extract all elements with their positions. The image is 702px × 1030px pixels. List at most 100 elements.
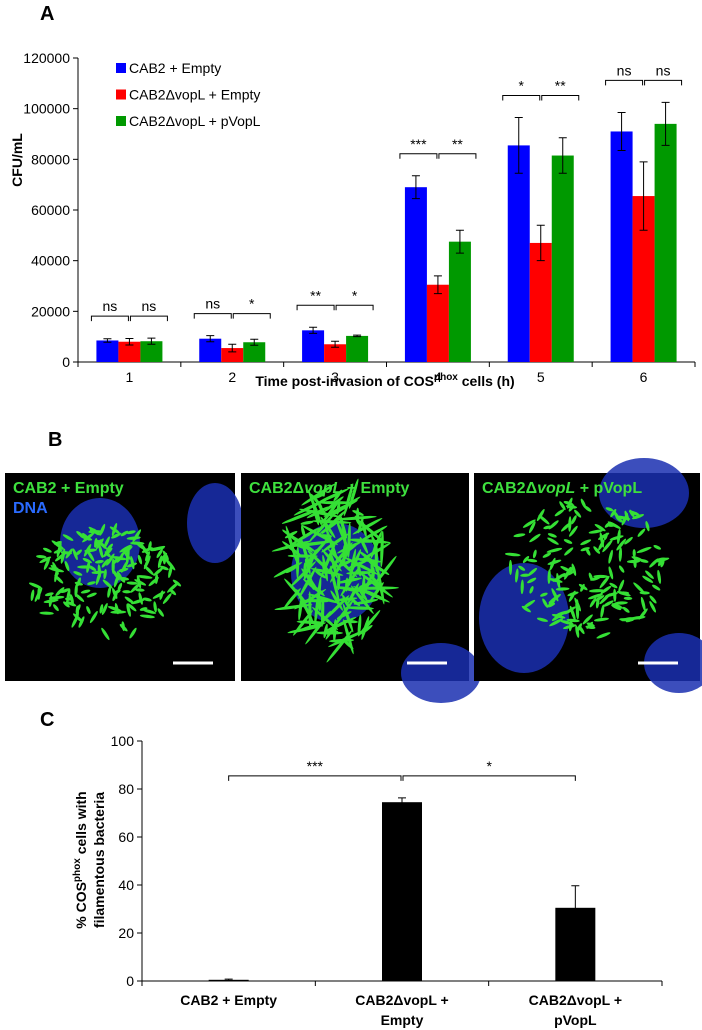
bacterium <box>284 530 298 539</box>
bacterium <box>321 498 341 525</box>
bacterium <box>624 510 630 522</box>
error-bar <box>228 343 237 353</box>
error-bar <box>250 338 259 346</box>
y-axis-label-line: filamentous bacteria <box>91 792 107 928</box>
bacterium <box>586 621 594 629</box>
error-bar <box>125 337 134 346</box>
significance-bracket <box>541 95 580 101</box>
error-bar <box>433 275 442 295</box>
bacterium <box>549 618 564 627</box>
bacterium <box>589 597 597 608</box>
bacterium <box>575 604 580 620</box>
bar <box>551 155 574 362</box>
bacterium <box>43 557 50 570</box>
bacterium <box>354 586 399 590</box>
bacterium <box>563 501 574 506</box>
bacterium <box>611 604 622 611</box>
x-axis-label-sup: phox <box>434 372 458 383</box>
bacterium <box>580 498 587 509</box>
bacterium <box>301 568 318 591</box>
bacterium <box>348 478 359 509</box>
bacterium <box>312 606 339 630</box>
micrograph: CAB2ΔvopL + pVopL <box>474 458 702 693</box>
micrograph: CAB2 + Empty DNA <box>5 473 243 681</box>
bacterium <box>54 567 59 583</box>
bacterium <box>158 552 168 564</box>
error-bar <box>147 337 156 345</box>
bacterium <box>358 550 378 566</box>
bacterium <box>588 593 603 600</box>
bacterium <box>580 583 585 592</box>
bacterium <box>306 506 330 519</box>
bacterium <box>86 592 97 598</box>
bacterium <box>95 538 104 550</box>
bacterium <box>527 567 538 576</box>
bacterium <box>542 598 549 608</box>
y-tick-label: 0 <box>62 354 70 370</box>
bacterium <box>273 562 303 578</box>
error-bar <box>206 335 215 343</box>
micrograph-label-part: + Empty <box>342 480 409 497</box>
bacterium <box>94 560 104 564</box>
bacterium <box>610 508 617 518</box>
bacterium <box>74 581 83 586</box>
bacterium <box>121 621 125 632</box>
bacterium <box>309 511 336 543</box>
bacterium <box>120 530 129 537</box>
significance-label: * <box>352 287 358 303</box>
bacterium <box>148 541 152 551</box>
bar <box>302 330 325 362</box>
bacterium <box>504 552 521 557</box>
x-axis-label: Time post-invasion of COSphox cells (h) <box>255 372 514 389</box>
bacterium <box>649 601 657 613</box>
bacterium <box>126 581 138 585</box>
bacterium <box>86 606 91 614</box>
bacterium <box>614 601 628 605</box>
bacterium <box>298 511 313 518</box>
bacterium <box>542 552 552 558</box>
panel-label: C <box>40 709 54 731</box>
significance-bracket <box>232 313 271 319</box>
bacterium <box>101 602 108 615</box>
bacterium <box>333 489 343 502</box>
bacterium <box>361 616 370 641</box>
bacterium <box>547 533 557 538</box>
bacterium <box>567 591 579 597</box>
bacterium <box>120 546 133 556</box>
bacterium <box>153 567 164 576</box>
bacterium <box>547 537 559 545</box>
bacterium <box>594 523 606 532</box>
bacterium <box>609 582 618 589</box>
error-bar <box>558 137 567 174</box>
bacterium <box>312 503 320 526</box>
micrograph-label-part: vopL <box>304 480 342 497</box>
y-axis-label-after: cells with <box>73 791 89 858</box>
bacterium <box>618 565 625 573</box>
significance-bracket <box>605 79 644 86</box>
bacterium <box>82 557 92 564</box>
bacterium <box>631 514 645 520</box>
x-tick-label: 6 <box>640 369 648 385</box>
bacterium <box>649 595 657 604</box>
legend-swatch <box>116 63 126 73</box>
bacterium <box>135 588 145 592</box>
bacterium <box>536 617 549 622</box>
y-tick-label: 40000 <box>31 253 70 269</box>
bar <box>529 242 552 362</box>
bacterium <box>563 539 573 544</box>
error-bar <box>103 338 112 343</box>
bacterium <box>323 500 358 517</box>
bacterium <box>122 590 131 594</box>
bacterium <box>136 575 153 579</box>
bacterium <box>580 547 590 552</box>
significance-bracket <box>438 153 477 159</box>
bacterium <box>608 566 614 580</box>
bacterium <box>315 570 327 579</box>
bacterium <box>48 595 65 600</box>
bacterium <box>536 508 545 522</box>
bacterium <box>528 521 536 534</box>
bacterium <box>619 618 634 622</box>
x-axis-label-after: cells (h) <box>458 373 515 389</box>
bacterium <box>325 617 340 640</box>
bacterium <box>563 624 577 630</box>
